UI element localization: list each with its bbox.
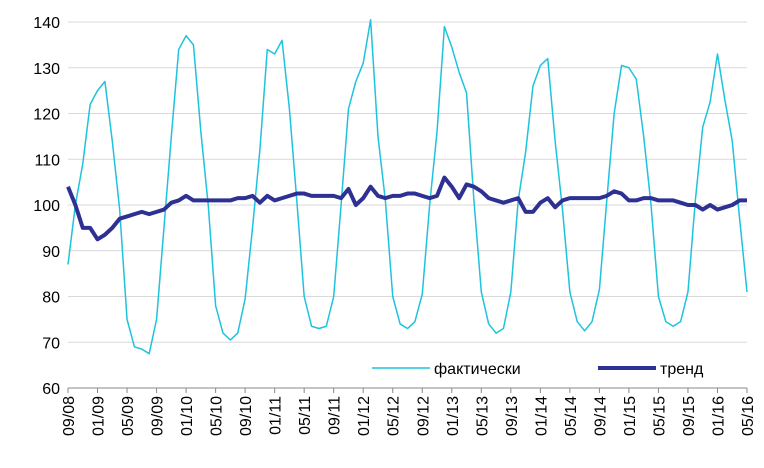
x-tick-label: 09/11 (327, 396, 344, 435)
x-tick-label: 09/09 (150, 396, 167, 436)
legend-label-trend: тренд (660, 361, 704, 378)
y-tick-label: 100 (33, 198, 60, 215)
x-tick-label: 05/12 (386, 396, 403, 436)
x-tick-label: 01/13 (445, 396, 462, 436)
x-tick-label: 05/11 (297, 396, 314, 435)
x-tick-label: 01/12 (356, 396, 373, 436)
x-tick-label: 05/15 (651, 396, 668, 436)
legend: фактически тренд (372, 361, 704, 378)
y-tick-label: 80 (42, 290, 60, 307)
x-tick-label: 01/14 (533, 396, 550, 436)
grid-layer (68, 21, 747, 343)
y-tick-label: 140 (33, 15, 60, 32)
x-tick-label: 05/16 (740, 396, 757, 436)
series-trend (66, 175, 747, 242)
x-tick-label: 09/12 (415, 396, 432, 436)
x-tick-label: 01/10 (179, 396, 196, 436)
axis-layer: 60 70 80 90 100 110 120 130 140 09/08 01/09 05/09 09… (33, 15, 757, 436)
series-actual (67, 18, 748, 355)
y-tick-label: 120 (33, 107, 60, 124)
x-tick-label: 05/13 (474, 396, 491, 436)
x-tick-label: 09/15 (681, 396, 698, 436)
legend-label-actual: фактически (434, 361, 521, 378)
x-tick-label: 05/09 (120, 396, 137, 436)
y-tick-label: 60 (42, 381, 60, 398)
x-tick-label: 01/09 (91, 396, 108, 436)
y-tick-label: 70 (42, 335, 60, 352)
series-layer (66, 18, 748, 355)
x-tick-label: 05/14 (563, 396, 580, 436)
y-tick-label: 90 (42, 244, 60, 261)
y-tick-label: 110 (34, 152, 60, 169)
x-tick-label: 09/14 (592, 396, 609, 436)
x-tick-label: 01/16 (710, 396, 727, 436)
x-tick-label: 09/13 (504, 396, 521, 436)
x-tick-label: 01/15 (622, 396, 639, 436)
x-tick-label: 05/10 (209, 396, 226, 436)
x-tick-label: 01/11 (268, 396, 285, 435)
x-tick-label: 09/10 (238, 396, 255, 436)
y-tick-label: 130 (33, 61, 60, 78)
x-tick-label: 09/08 (61, 396, 78, 436)
